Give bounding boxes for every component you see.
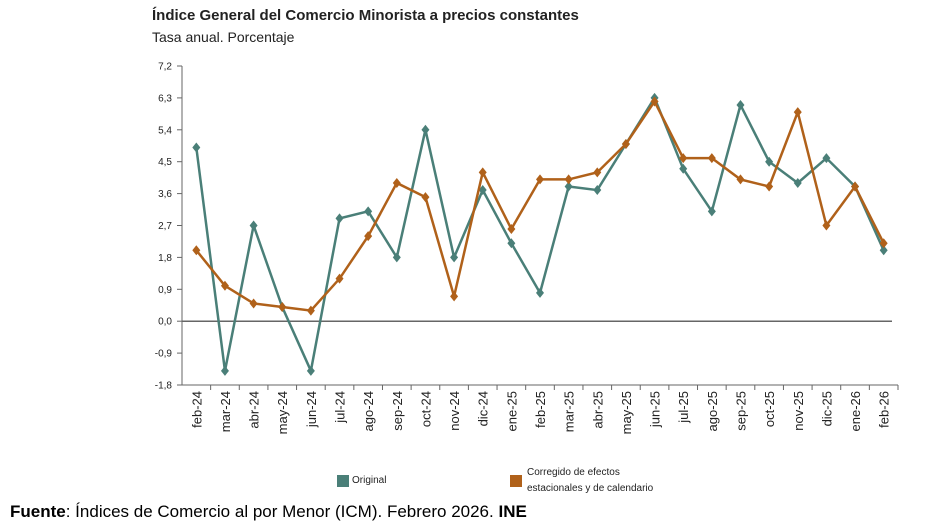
point-marker <box>564 174 573 185</box>
x-tick-label: mar-24 <box>218 391 233 432</box>
point-marker <box>220 280 229 291</box>
footer-label: Fuente <box>10 502 66 521</box>
chart-subtitle: Tasa anual. Porcentaje <box>152 29 295 45</box>
point-marker <box>765 181 774 192</box>
point-marker <box>220 365 229 376</box>
point-marker <box>593 185 602 196</box>
footer-text: : Índices de Comercio al por Menor (ICM)… <box>65 502 499 521</box>
x-tick-label: nov-25 <box>791 391 806 431</box>
x-tick-label: mar-25 <box>562 391 577 432</box>
legend-swatch <box>337 475 349 487</box>
y-tick-label: 3,6 <box>158 189 172 200</box>
x-tick-label: ene-25 <box>504 391 519 431</box>
y-tick-label: 7,2 <box>158 62 172 73</box>
x-tick-label: oct-24 <box>418 391 433 427</box>
point-marker <box>736 99 745 110</box>
point-marker <box>621 138 630 149</box>
x-tick-label: ene-26 <box>848 391 863 431</box>
point-marker <box>536 174 544 185</box>
point-marker <box>450 291 459 302</box>
y-tick-label: -0,9 <box>155 349 173 360</box>
y-tick-label: 0,0 <box>158 317 172 328</box>
y-tick-label: 4,5 <box>158 157 172 168</box>
point-marker <box>421 124 430 135</box>
x-tick-label: ago-25 <box>705 391 720 431</box>
point-marker <box>822 153 831 164</box>
y-tick-label: 5,4 <box>158 125 172 136</box>
point-marker <box>564 181 573 192</box>
legend-label: Original <box>352 475 387 486</box>
y-tick-label: 1,8 <box>158 253 172 264</box>
point-marker <box>679 163 688 174</box>
x-tick-label: oct-25 <box>762 391 777 427</box>
x-tick-label: ago-24 <box>361 391 376 431</box>
x-tick-label: dic-24 <box>476 391 491 426</box>
point-marker <box>822 220 831 231</box>
y-tick-label: 6,3 <box>158 93 172 104</box>
legend-swatch <box>510 475 522 487</box>
x-tick-label: jul-24 <box>333 391 348 424</box>
point-marker <box>478 167 487 178</box>
point-marker <box>793 107 802 118</box>
point-marker <box>507 238 516 249</box>
point-marker <box>392 252 401 263</box>
point-marker <box>536 287 544 298</box>
point-marker <box>335 213 344 224</box>
x-tick-label: dic-25 <box>819 391 834 426</box>
point-marker <box>593 167 602 178</box>
point-marker <box>736 174 745 185</box>
y-tick-label: 0,9 <box>158 285 172 296</box>
point-marker <box>192 142 201 153</box>
point-marker <box>478 185 487 196</box>
footer-org: INE <box>498 502 527 521</box>
point-marker <box>650 96 659 107</box>
footer: Fuente: Índices de Comercio al por Menor… <box>10 502 527 522</box>
point-marker <box>335 273 344 284</box>
chart-title: Índice General del Comercio Minorista a … <box>152 7 579 24</box>
point-marker <box>278 302 287 313</box>
y-tick-label: -1,8 <box>155 381 173 392</box>
point-marker <box>765 156 774 167</box>
point-marker <box>707 153 716 164</box>
legend-label: Corregido de efectos estacionales y de c… <box>527 467 654 494</box>
point-marker <box>364 231 373 242</box>
x-tick-label: nov-24 <box>447 391 462 431</box>
x-tick-label: abr-25 <box>590 391 605 429</box>
point-marker <box>879 245 888 256</box>
x-tick-label: sep-25 <box>733 391 748 431</box>
point-marker <box>306 305 315 316</box>
point-marker <box>364 206 373 217</box>
point-marker <box>249 220 258 231</box>
x-tick-label: may-24 <box>275 391 290 434</box>
series-line <box>195 98 885 312</box>
x-tick-label: abr-24 <box>247 391 262 429</box>
point-marker <box>507 224 516 235</box>
series-line <box>195 95 885 375</box>
point-marker <box>679 153 688 164</box>
x-tick-label: feb-24 <box>189 391 204 428</box>
point-marker <box>306 365 315 376</box>
x-tick-label: sep-24 <box>390 391 405 431</box>
x-tick-label: may-25 <box>619 391 634 434</box>
x-tick-label: feb-25 <box>533 391 548 428</box>
point-marker <box>192 245 201 256</box>
point-marker <box>851 181 860 192</box>
point-marker <box>392 177 401 188</box>
x-tick-label: jul-25 <box>676 391 691 424</box>
point-marker <box>707 206 716 217</box>
y-tick-label: 2,7 <box>158 221 172 232</box>
x-tick-label: feb-26 <box>877 391 892 428</box>
x-tick-label: jun-25 <box>648 391 663 428</box>
point-marker <box>793 177 802 188</box>
point-marker <box>879 238 888 249</box>
point-marker <box>450 252 459 263</box>
x-tick-label: jun-24 <box>304 391 319 428</box>
point-marker <box>421 192 430 203</box>
point-marker <box>249 298 258 309</box>
